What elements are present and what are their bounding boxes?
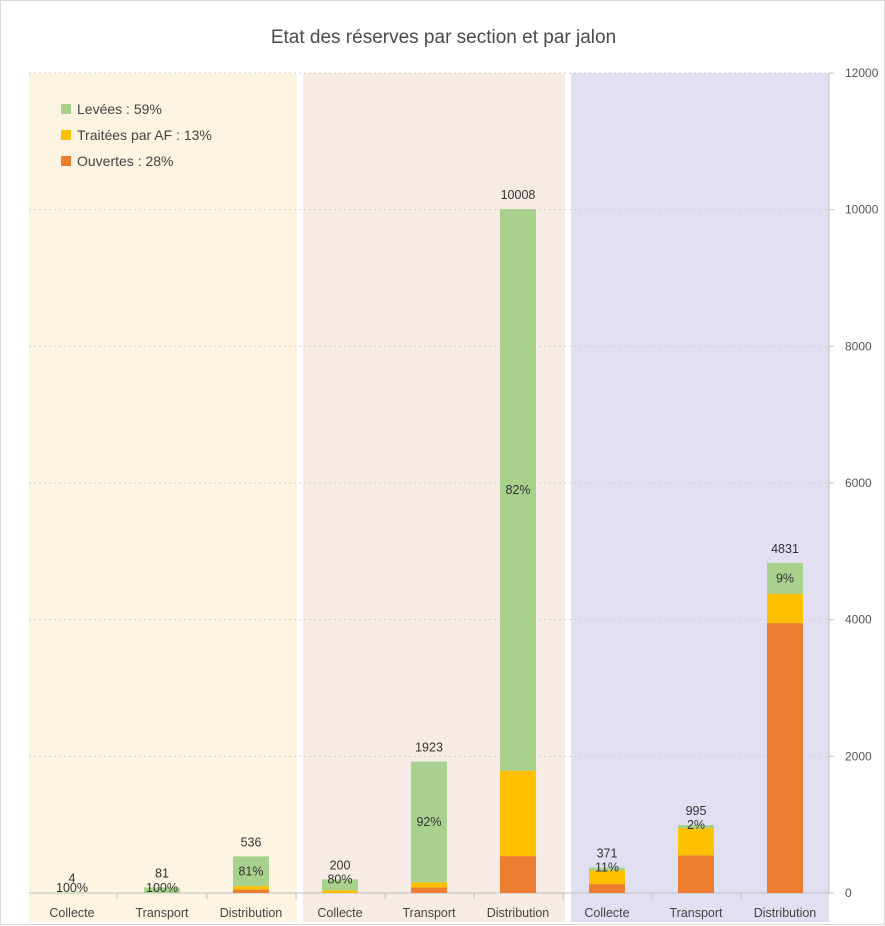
percent-label: 82% — [505, 483, 530, 497]
percent-label: 100% — [56, 881, 88, 895]
category-label: Collecte — [49, 906, 94, 920]
bar-segment-trait-es-par-af — [322, 890, 358, 893]
bar-segment-ouvertes — [233, 889, 269, 893]
category-label: Distribution — [754, 906, 817, 920]
percent-label: 9% — [776, 571, 794, 585]
bar-segment-lev-es — [411, 761, 447, 883]
bar-segment-lev-es — [500, 209, 536, 771]
percent-label: 80% — [327, 872, 352, 886]
bar-segment-lev-es — [589, 867, 625, 871]
bar-segment-ouvertes — [411, 887, 447, 893]
percent-label: 11% — [595, 861, 619, 875]
y-tick-label: 0 — [845, 886, 852, 900]
percent-label: 2% — [687, 818, 705, 832]
bar-segment-ouvertes — [767, 623, 803, 893]
section-background — [29, 73, 297, 922]
total-label: 10008 — [501, 188, 536, 202]
category-label: Transport — [402, 906, 456, 920]
total-label: 200 — [330, 858, 351, 872]
y-tick-label: 2000 — [845, 749, 872, 763]
bar-segment-trait-es-par-af — [233, 886, 269, 890]
total-label: 371 — [597, 847, 618, 861]
bar-segment-trait-es-par-af — [589, 870, 625, 885]
category-label: Collecte — [584, 906, 629, 920]
y-tick-label: 10000 — [845, 203, 879, 217]
bar-segment-ouvertes — [589, 884, 625, 893]
category-label: Distribution — [487, 906, 550, 920]
bar-segment-lev-es — [144, 887, 180, 893]
total-label: 4 — [69, 872, 76, 886]
category-label: Transport — [135, 906, 189, 920]
percent-label: 81% — [238, 864, 263, 878]
bar-segment-lev-es — [233, 856, 269, 887]
legend-entry: Levées : 59% — [77, 101, 162, 117]
legend-swatch — [61, 130, 71, 140]
category-label: Transport — [669, 906, 723, 920]
total-label: 4831 — [771, 542, 799, 556]
total-label: 995 — [686, 804, 707, 818]
percent-label: 92% — [416, 815, 441, 829]
total-label: 1923 — [415, 741, 443, 755]
bar-segment-trait-es-par-af — [767, 593, 803, 624]
percent-label: 100% — [146, 881, 178, 895]
bar-segment-trait-es-par-af — [411, 882, 447, 888]
bar-segment-trait-es-par-af — [678, 828, 714, 856]
bar-segment-ouvertes — [500, 856, 536, 893]
legend-swatch — [61, 156, 71, 166]
legend-entry: Ouvertes : 28% — [77, 153, 174, 169]
y-tick-label: 4000 — [845, 613, 872, 627]
legend-entry: Traitées par AF : 13% — [77, 127, 212, 143]
bar-segment-ouvertes — [678, 855, 714, 893]
y-tick-label: 6000 — [845, 476, 872, 490]
bar-segment-lev-es — [322, 879, 358, 891]
bar-segment-lev-es — [54, 892, 90, 894]
chart-title: Etat des réserves par section et par jal… — [270, 27, 617, 48]
bar-segment-lev-es — [767, 562, 803, 594]
total-label: 81 — [155, 866, 169, 880]
category-label: Collecte — [317, 906, 362, 920]
legend-swatch — [61, 104, 71, 114]
total-label: 536 — [241, 835, 262, 849]
bar-segment-lev-es — [678, 825, 714, 829]
bar-segment-trait-es-par-af — [500, 770, 536, 857]
category-label: Distribution — [220, 906, 283, 920]
y-tick-label: 12000 — [845, 66, 879, 80]
y-tick-label: 8000 — [845, 339, 872, 353]
